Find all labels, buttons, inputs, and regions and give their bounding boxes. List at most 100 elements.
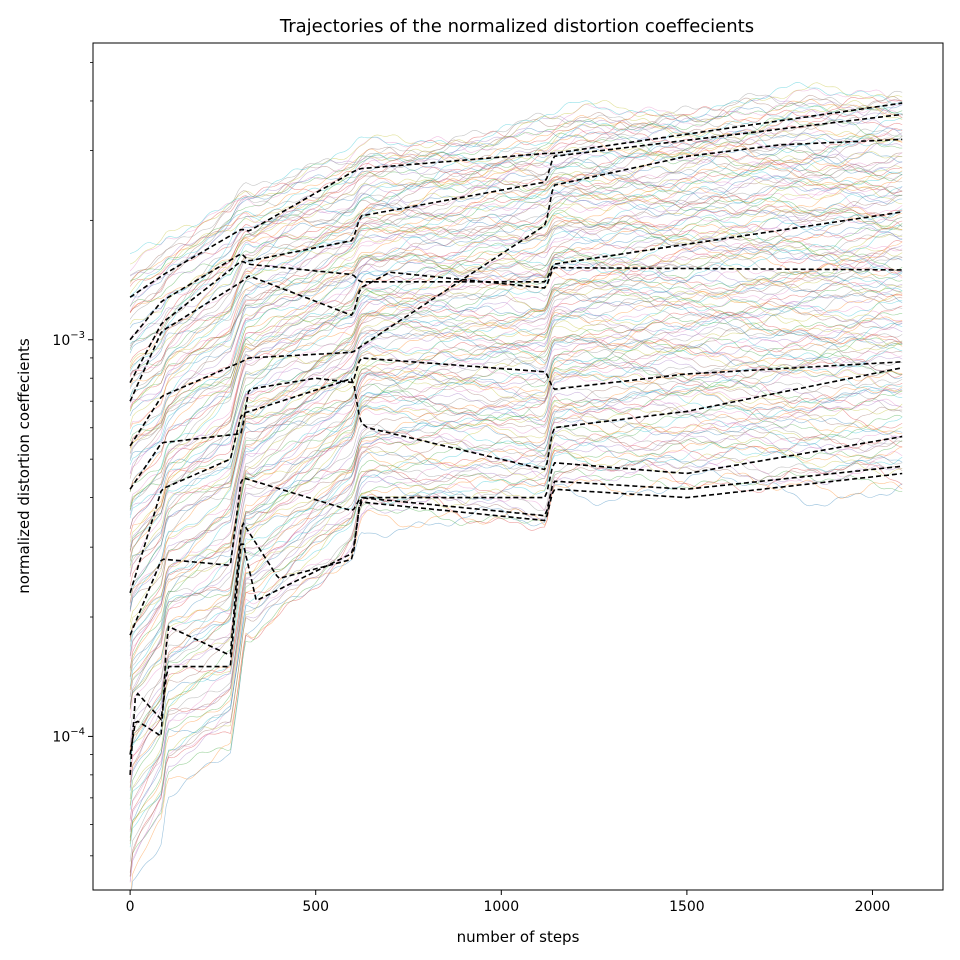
thin-series-line [129,81,903,254]
highlighted-series-line [129,465,903,755]
thin-series-line [129,208,903,461]
thin-series-line [129,214,903,474]
thin-series-line [129,95,903,277]
thin-series-line [129,433,903,831]
thin-series-line [129,284,903,593]
thin-series-line [129,459,903,877]
thin-series-line [130,472,903,890]
thin-series-line [129,420,903,821]
thin-series-line [129,276,903,575]
thin-series-line [129,270,903,562]
thin-series-line [129,459,903,873]
thin-series-line [129,406,903,773]
thin-series-line [129,113,903,313]
thin-series-line [129,246,903,530]
thin-series-line [129,386,903,754]
thin-series-line [131,469,903,890]
thin-series-line [129,314,903,630]
thin-series-line [129,388,903,764]
thin-series-line [129,263,903,553]
thin-series-line [129,292,903,623]
thin-series-line [129,413,903,787]
thin-series-line [129,82,903,265]
x-tick-label: 0 [126,899,135,915]
thin-series-line [129,157,903,389]
thin-series-line [129,240,903,504]
thin-series-line [129,169,903,398]
thin-series-line [129,204,903,447]
highlighted-series-line [129,102,903,298]
thin-series-line [129,99,903,320]
thin-series-line [129,255,903,558]
thin-series-line [129,224,903,492]
thin-series-line [129,291,903,603]
thin-series-line [129,212,903,479]
thin-series-line [129,127,903,329]
thin-series-line [129,106,903,312]
thin-series-line [129,207,903,453]
thin-series-line [129,248,903,519]
thin-series-line [129,337,903,671]
thin-series-line [129,298,903,610]
thin-series-line [129,286,903,596]
thin-series-line [129,118,903,314]
thin-series-line [129,177,903,429]
highlighted-trajectories [129,102,903,775]
x-axis-label: number of steps [457,928,580,946]
thin-series-line [129,323,903,657]
thin-series-line [129,380,903,751]
thin-series-line [129,366,903,708]
thin-series-line [129,334,903,677]
thin-series-line [129,138,903,370]
y-axis-label: normalized distortion coeffecients [15,338,33,594]
highlighted-series-line [129,367,903,594]
y-tick-label: 10−4 [52,726,85,745]
x-tick-label: 1500 [669,899,705,915]
thin-series-line [129,388,903,761]
thin-series-line [129,138,903,372]
thin-series-line [129,357,903,690]
thin-series-line [129,301,903,611]
thin-series-line [129,234,903,511]
plot-area: 0 500 1000 1500 2000 10−410−3 [52,42,944,915]
thin-series-line [129,398,903,777]
y-tick-label-exponent: −4 [70,726,85,737]
thin-series-line [129,257,903,548]
thin-series-line [129,272,903,566]
thin-series-line [129,282,903,587]
thin-series-line [129,468,903,877]
thin-series-line [129,417,903,791]
x-tick-label: 2000 [855,899,891,915]
y-axis-ticks: 10−4 10−3 [52,62,93,857]
thin-series-line [129,437,903,838]
thin-series-line [129,153,903,375]
thin-series-line [129,190,903,427]
y-tick-label: 10−3 [52,330,85,349]
thin-series-line [129,322,903,660]
thin-series-line [129,364,903,711]
thin-series-line [129,159,903,375]
thin-trajectories [129,81,903,890]
highlighted-series-line [129,211,903,383]
thin-series-line [129,203,903,449]
thin-series-line [129,247,903,543]
thin-series-line [129,128,903,363]
thin-series-line [129,130,903,325]
thin-series-line [129,278,903,569]
thin-series-line [129,273,903,577]
thin-series-line [129,180,903,412]
thin-series-line [129,305,903,638]
thin-series-line [129,283,903,577]
thin-series-line [129,412,903,810]
thin-series-line [129,108,903,307]
thin-series-line [129,421,903,806]
thin-series-line [129,194,903,449]
thin-series-line [129,392,903,760]
thin-series-line [129,302,903,612]
thin-series-line [129,290,903,604]
thin-series-line [129,94,903,282]
thin-series-line [129,161,903,377]
thin-series-line [129,188,903,446]
thin-series-line [129,209,903,459]
